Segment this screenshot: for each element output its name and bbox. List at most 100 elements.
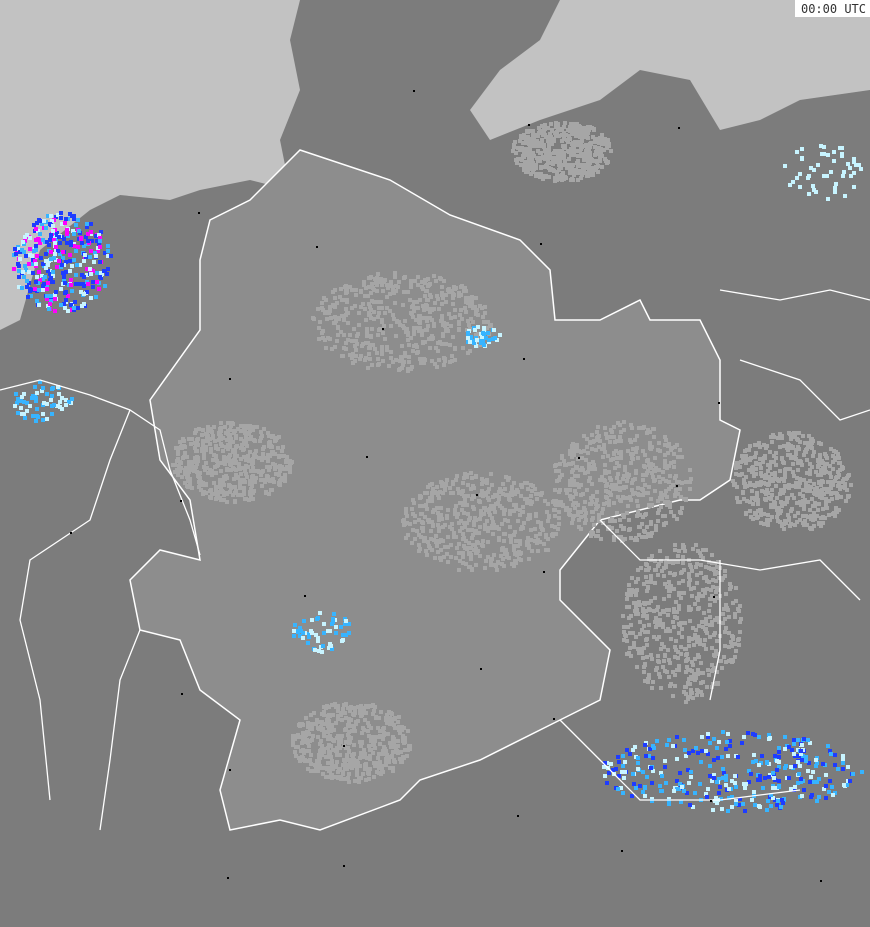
precip-cell (406, 729, 410, 733)
precip-cell (551, 500, 555, 504)
precip-cell (214, 497, 218, 501)
precip-cell (249, 487, 253, 491)
precip-cell (649, 462, 653, 466)
precip-cell (680, 506, 684, 510)
precip-cell (248, 479, 252, 483)
precip-cell (617, 451, 621, 455)
precip-cell (604, 471, 608, 475)
precip-cell (582, 506, 586, 510)
precip-cell (765, 518, 769, 522)
precip-cell (536, 549, 540, 553)
precip-cell (754, 467, 758, 471)
precip-cell (415, 300, 419, 304)
precip-cell (445, 514, 449, 518)
precip-cell (345, 300, 349, 304)
precip-cell (509, 540, 513, 544)
precip-cell (829, 447, 833, 451)
precip-cell (412, 330, 416, 334)
precip-cell (625, 511, 629, 515)
precip-cell (763, 456, 767, 460)
precip-cell (380, 345, 384, 349)
precip-cell (377, 771, 381, 775)
precip-cell (391, 288, 395, 292)
precip-cell (622, 630, 626, 634)
precip-cell (777, 765, 781, 769)
precip-cell (218, 483, 222, 487)
precip-cell (194, 460, 198, 464)
precip-cell (307, 635, 311, 639)
precip-cell (478, 554, 482, 558)
precip-cell (650, 657, 654, 661)
precip-cell (648, 747, 652, 751)
precip-cell (695, 581, 699, 585)
precip-cell (747, 468, 751, 472)
precip-cell (467, 541, 471, 545)
precip-cell (331, 620, 335, 624)
precip-cell (628, 646, 632, 650)
precip-cell (485, 481, 489, 485)
precip-cell (209, 427, 213, 431)
precip-cell (440, 314, 444, 318)
precip-cell (461, 532, 465, 536)
precip-cell (668, 505, 672, 509)
precip-cell (504, 493, 508, 497)
precip-cell (752, 790, 756, 794)
precip-cell (651, 475, 655, 479)
precip-cell (481, 315, 485, 319)
precip-cell (677, 581, 681, 585)
precip-cell (819, 470, 823, 474)
precip-cell (726, 732, 730, 736)
precip-cell (442, 555, 446, 559)
precip-cell (284, 460, 288, 464)
precip-cell (776, 478, 780, 482)
precip-cell (705, 795, 709, 799)
precip-cell (760, 754, 764, 758)
precip-cell (437, 358, 441, 362)
precip-cell (775, 759, 779, 763)
precip-cell (786, 453, 790, 457)
precip-cell (38, 232, 42, 236)
precip-cell (841, 757, 845, 761)
precip-cell (193, 431, 197, 435)
precip-cell (353, 711, 357, 715)
precip-cell (585, 437, 589, 441)
precip-cell (378, 742, 382, 746)
precip-cell (238, 482, 242, 486)
precip-cell (46, 214, 50, 218)
precip-cell (678, 771, 682, 775)
precip-cell (214, 485, 218, 489)
precip-cell (45, 402, 49, 406)
precip-cell (791, 180, 795, 184)
precip-cell (793, 785, 797, 789)
precip-cell (819, 144, 823, 148)
precip-cell (636, 510, 640, 514)
precip-cell (541, 133, 545, 137)
precip-cell (643, 743, 647, 747)
precip-cell (641, 790, 645, 794)
precip-cell (309, 629, 313, 633)
precip-cell (518, 148, 522, 152)
precip-cell (384, 716, 388, 720)
precip-cell (455, 515, 459, 519)
precip-cell (764, 474, 768, 478)
precip-cell (815, 486, 819, 490)
precip-cell (237, 463, 241, 467)
precip-cell (715, 639, 719, 643)
precip-cell (505, 552, 509, 556)
precip-cell (770, 515, 774, 519)
precip-cell (741, 802, 745, 806)
precip-cell (272, 480, 276, 484)
precip-cell (404, 507, 408, 511)
precip-cell (336, 333, 340, 337)
precip-cell (699, 571, 703, 575)
precip-cell (672, 460, 676, 464)
precip-cell (69, 278, 73, 282)
precip-cell (672, 573, 676, 577)
precip-cell (361, 342, 365, 346)
precip-cell (310, 738, 314, 742)
precip-cell (441, 296, 445, 300)
precip-cell (473, 305, 477, 309)
precip-cell (48, 302, 52, 306)
precip-cell (393, 271, 397, 275)
precip-cell (441, 491, 445, 495)
